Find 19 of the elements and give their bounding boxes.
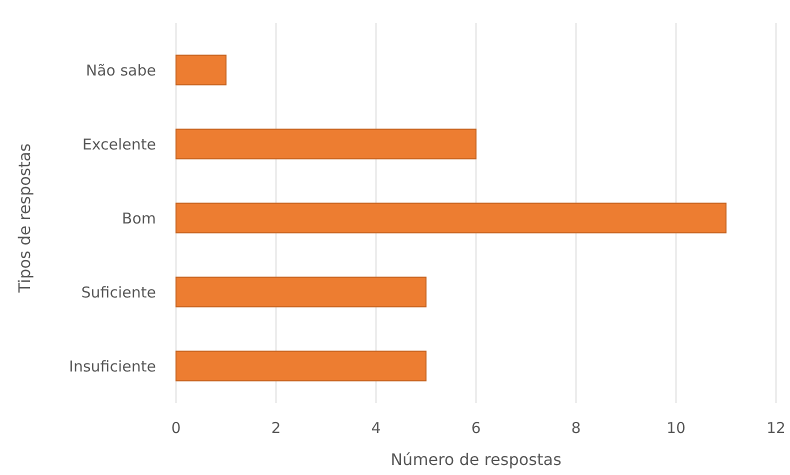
bar	[176, 276, 426, 308]
x-tick-label: 12	[766, 419, 786, 437]
bar	[176, 350, 426, 382]
x-tick-label: 4	[371, 419, 381, 437]
y-tick-label: Bom	[122, 209, 156, 228]
x-tick-label: 10	[666, 419, 686, 437]
y-tick-label: Excelente	[82, 135, 156, 154]
x-axis-title: Número de respostas	[390, 450, 562, 469]
y-tick-label: Suficiente	[81, 283, 156, 302]
x-tick-label: 2	[271, 419, 281, 437]
y-axis-title: Tipos de respostas	[15, 143, 34, 294]
bar	[176, 54, 226, 86]
x-tick-label: 0	[171, 419, 181, 437]
y-tick-label: Insuficiente	[69, 357, 156, 376]
y-tick-label: Não sabe	[86, 61, 156, 80]
x-tick-label: 6	[471, 419, 481, 437]
bar	[176, 128, 476, 160]
bar	[176, 202, 726, 234]
x-tick-label: 8	[571, 419, 581, 437]
